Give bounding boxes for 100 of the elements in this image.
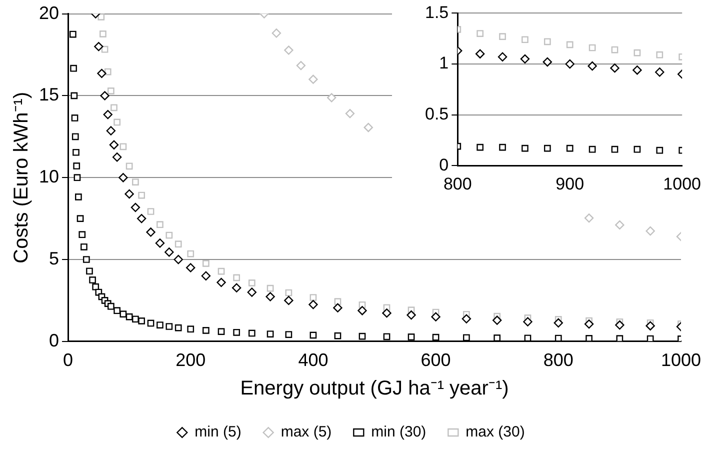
point — [201, 271, 211, 280]
point — [406, 310, 416, 320]
point — [166, 323, 173, 330]
point — [78, 231, 86, 238]
point — [308, 74, 318, 84]
y-tick-label: 5 — [49, 248, 60, 268]
point — [146, 228, 156, 237]
y-axis-title: Costs (Euro kWh⁻¹) — [10, 92, 33, 264]
point — [655, 68, 664, 77]
point — [296, 60, 306, 70]
x-tick-label: 800 — [543, 350, 574, 370]
point — [382, 308, 392, 318]
y-tick-label: 0.5 — [424, 104, 449, 124]
point — [106, 126, 116, 136]
point — [586, 335, 592, 342]
point — [494, 334, 501, 342]
point — [248, 330, 256, 337]
x-tick-label: 800 — [443, 174, 472, 194]
point — [103, 110, 112, 120]
point — [70, 64, 77, 72]
point — [523, 317, 532, 326]
point — [310, 332, 317, 339]
point — [138, 192, 146, 199]
y-tick-label: 15 — [38, 84, 60, 105]
point — [272, 28, 282, 38]
point — [108, 88, 114, 94]
point — [130, 202, 140, 212]
point — [136, 214, 146, 224]
point — [285, 331, 292, 338]
point — [132, 316, 139, 323]
y-tick-label: 1 — [439, 54, 449, 73]
point — [187, 326, 194, 333]
point — [100, 30, 106, 38]
point — [615, 220, 624, 230]
point — [247, 288, 257, 297]
point — [69, 30, 76, 38]
point — [218, 268, 225, 275]
point — [554, 318, 563, 328]
point — [308, 300, 318, 310]
point — [475, 49, 485, 58]
legend-label: min (30) — [371, 424, 426, 441]
point — [285, 289, 292, 296]
point — [615, 320, 624, 330]
point — [334, 298, 342, 306]
point — [174, 254, 183, 264]
point — [109, 140, 119, 150]
point — [656, 146, 664, 154]
point — [147, 320, 154, 327]
point — [431, 312, 440, 322]
point — [266, 292, 275, 302]
y-tick-label: 0 — [49, 330, 60, 350]
point — [476, 30, 484, 37]
point — [358, 332, 366, 340]
point — [408, 334, 415, 340]
x-tick-label: 900 — [556, 174, 584, 194]
point — [565, 59, 574, 69]
point — [232, 283, 242, 292]
point — [74, 174, 81, 182]
point — [266, 330, 274, 338]
point — [364, 122, 373, 132]
point — [326, 93, 336, 102]
point — [82, 256, 90, 263]
point — [100, 91, 110, 100]
point — [646, 226, 655, 236]
point — [120, 310, 127, 318]
point — [216, 278, 226, 288]
point — [72, 148, 80, 156]
point — [284, 296, 294, 306]
point — [104, 68, 112, 76]
point — [584, 213, 594, 223]
point — [498, 52, 508, 62]
point — [126, 313, 133, 320]
point — [94, 42, 104, 52]
point — [86, 268, 93, 275]
legend-label: max (30) — [466, 424, 525, 441]
point — [112, 152, 122, 162]
point — [186, 263, 196, 272]
point — [566, 144, 574, 152]
x-tick-label: 0 — [63, 350, 74, 370]
point — [611, 146, 618, 153]
x-tick-label: 400 — [298, 350, 328, 370]
point — [120, 143, 127, 150]
x-axis-title: Energy output (GJ ha⁻¹ year⁻¹) — [240, 378, 509, 400]
point — [358, 306, 367, 316]
point — [634, 146, 641, 153]
point — [333, 303, 342, 312]
point — [611, 46, 618, 54]
point — [588, 44, 596, 52]
point — [610, 63, 620, 73]
point — [524, 334, 532, 342]
point — [522, 36, 528, 44]
point — [101, 46, 108, 53]
point — [164, 248, 174, 257]
point — [126, 162, 133, 170]
point — [554, 334, 562, 342]
point — [520, 54, 530, 64]
legend-label: min (5) — [194, 424, 242, 441]
point — [89, 276, 96, 284]
point — [110, 104, 118, 112]
point — [499, 144, 506, 151]
